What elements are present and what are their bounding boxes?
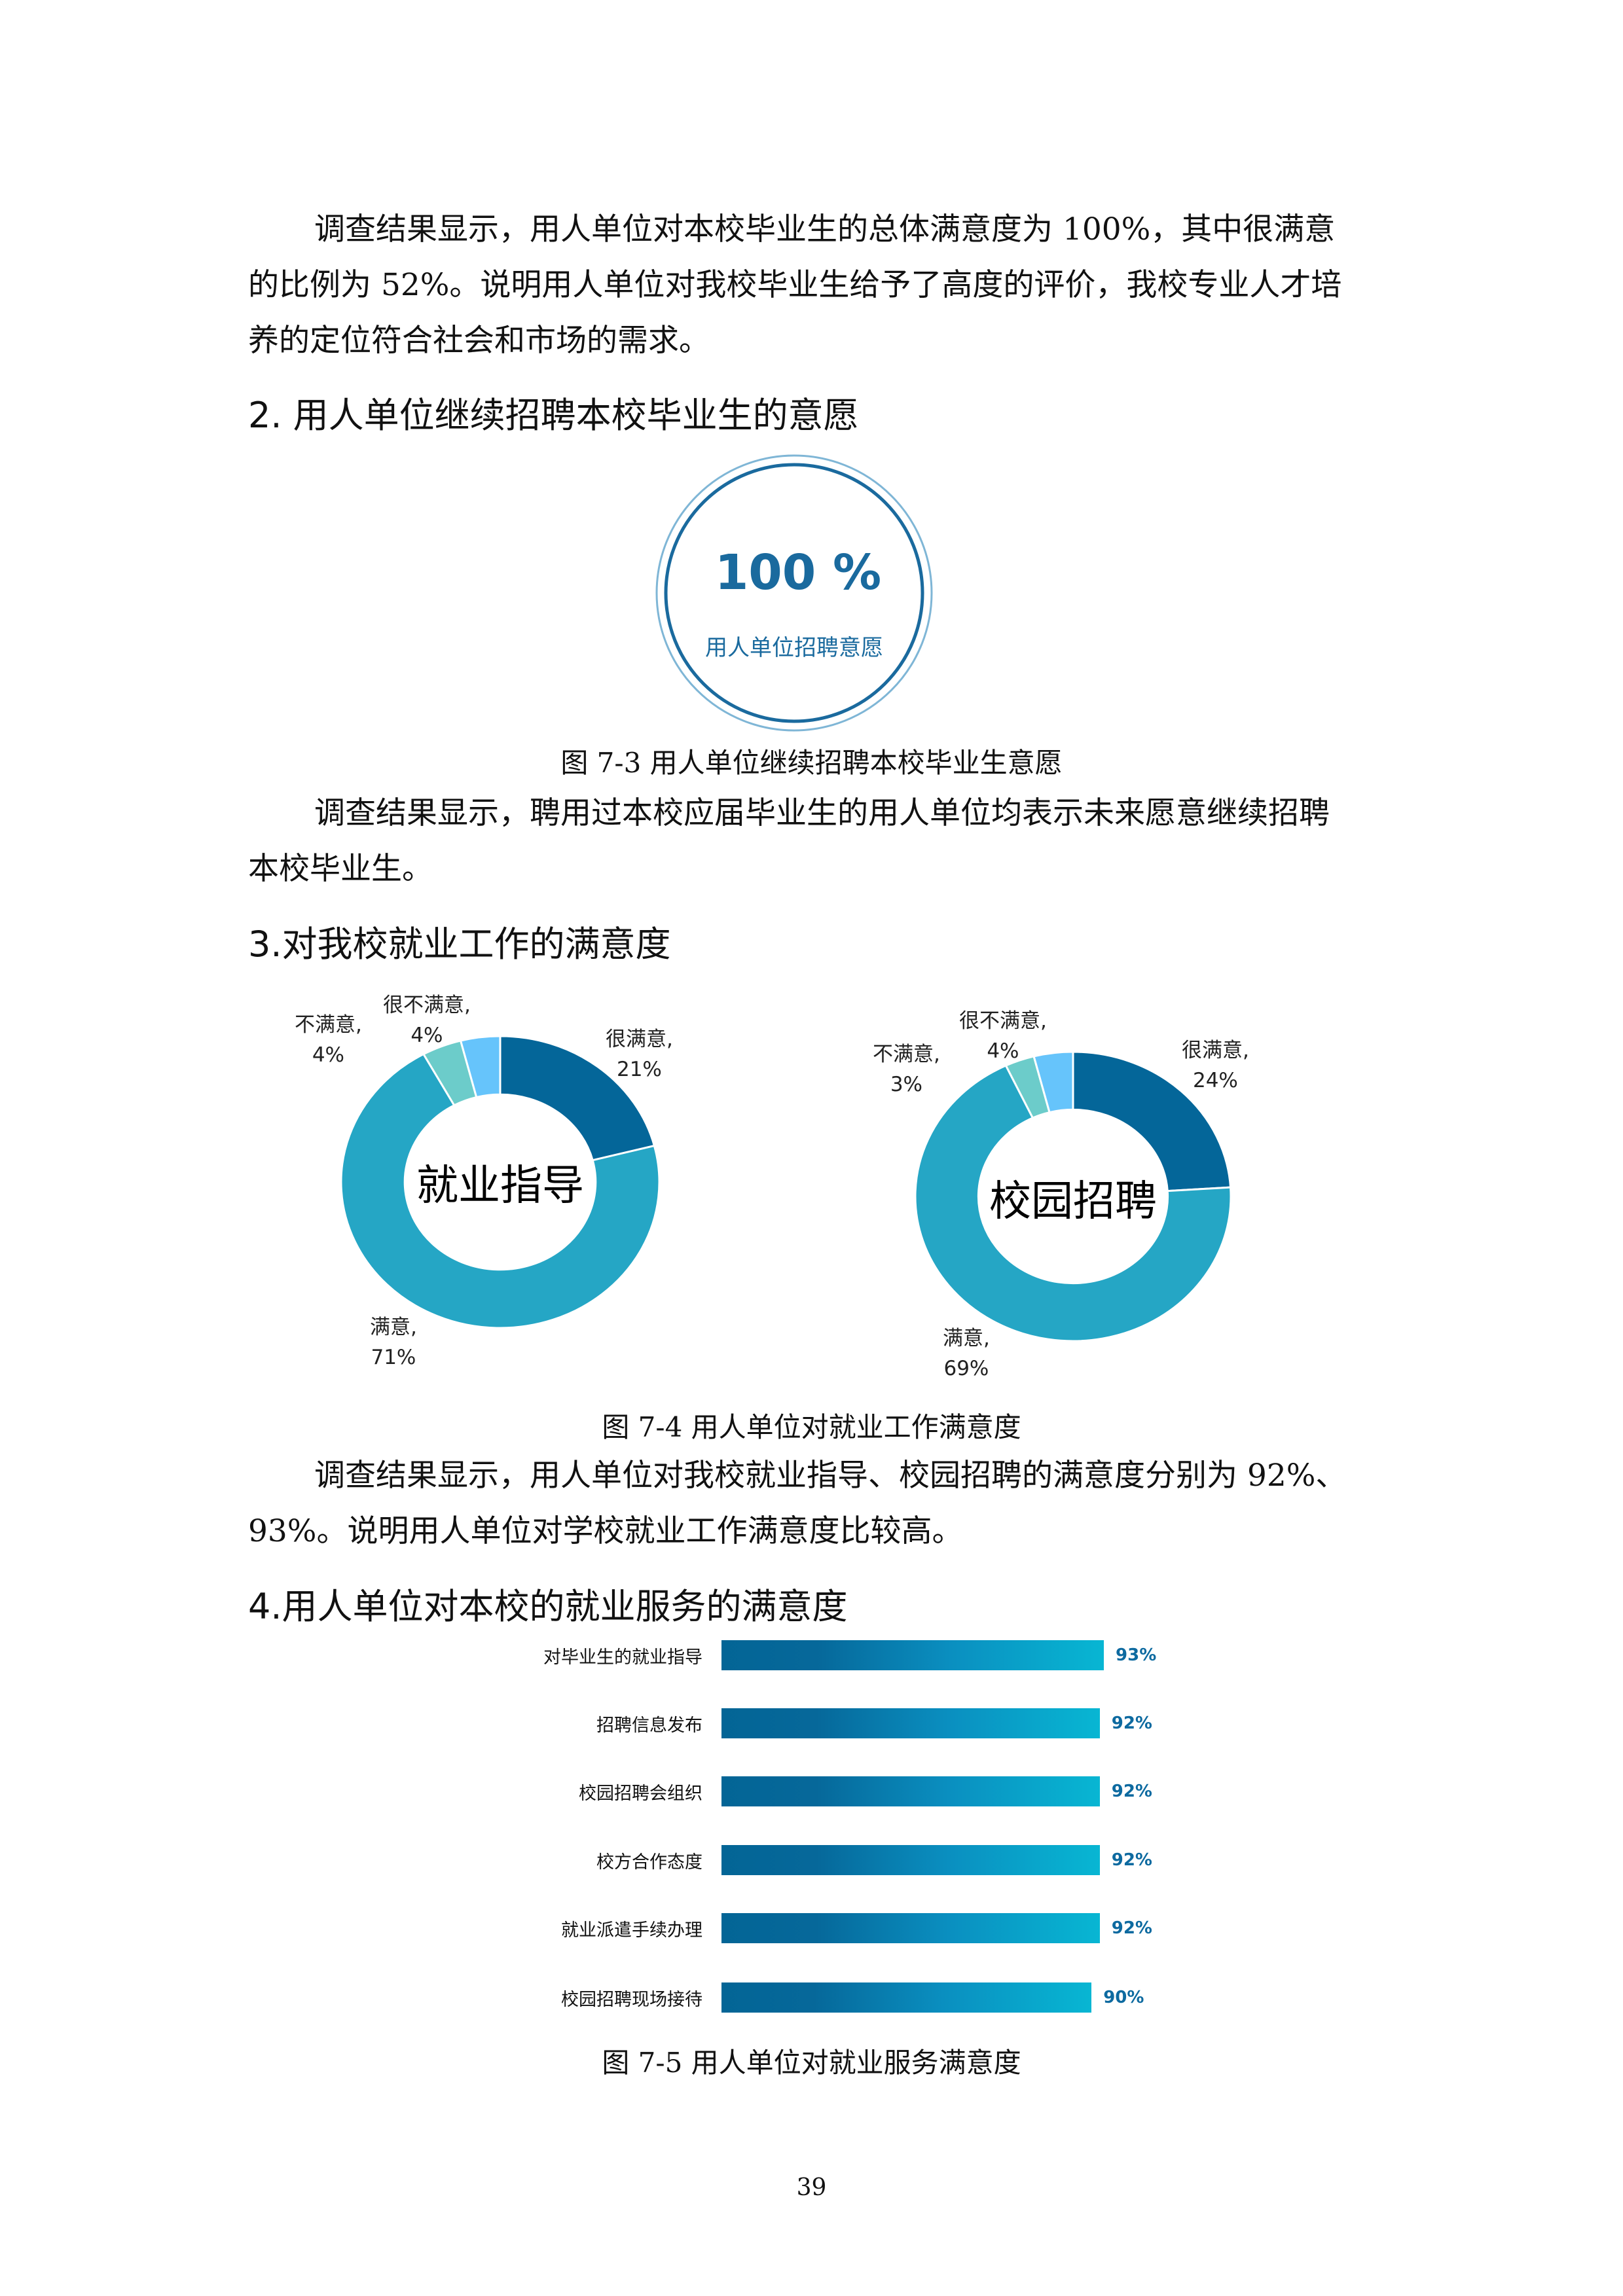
bar [721,1845,1100,1875]
donut-slice-很不满意 [1032,1050,1074,1114]
text-line: 调查结果显示，聘用过本校应届毕业生的用人单位均表示未来愿意继续招聘 [314,795,1330,831]
paragraph-employment-work: 调查结果显示，用人单位对我校就业指导、校园招聘的满意度分别为 92%、 93%。… [248,1448,1391,1559]
bar [721,1640,1104,1670]
paragraph-overall-satisfaction: 调查结果显示，用人单位对本校毕业生的总体满意度为 100%，其中很满意 的比例为… [248,202,1391,368]
donut-center-title: 校园招聘 [989,1177,1157,1226]
donut-label-dissatisfied: 不满意, 4% [295,1013,362,1067]
text-line: 调查结果显示，用人单位对我校就业指导、校园招聘的满意度分别为 92%、 [314,1458,1347,1494]
bar-row: 招聘信息发布 92% [0,1708,1623,1738]
section-heading-2: 2. 用人单位继续招聘本校毕业生的意愿 [248,395,859,436]
donut-label-very-satisfied: 很满意, 21% [606,1028,673,1081]
bar [721,1982,1092,2013]
bar-row: 对毕业生的就业指导 93% [0,1640,1623,1670]
donut-label-very-satisfied: 很满意, 24% [1182,1039,1249,1092]
bar-category-label: 校园招聘现场接待 [561,1990,702,2010]
badge-value: 100 % [714,545,882,601]
bar [721,1776,1100,1806]
donut-slice-满意 [914,1064,1232,1342]
section-heading-4: 4.用人单位对本校的就业服务的满意度 [248,1586,848,1627]
donut-label-very-dissatisfied: 很不满意, 4% [959,1009,1047,1063]
paragraph-recruit-willingness: 调查结果显示，聘用过本校应届毕业生的用人单位均表示未来愿意继续招聘 本校毕业生。 [248,785,1391,897]
text-line: 的比例为 52%。说明用人单位对我校毕业生给予了高度的评价，我校专业人才培 [248,267,1342,303]
bar-value-label: 93% [1116,1645,1157,1665]
donut-slice-满意 [340,1052,661,1329]
bar-category-label: 校方合作态度 [596,1852,702,1873]
bar-value-label: 92% [1111,1782,1152,1801]
donut-center-title: 就业指导 [416,1162,584,1210]
bar-category-label: 招聘信息发布 [596,1715,702,1736]
recruit-willingness-badge: 100 % 用人单位招聘意愿 [654,453,934,733]
donut-label-satisfied: 满意, 69% [943,1327,990,1380]
badge-label: 用人单位招聘意愿 [705,635,883,661]
text-line: 本校毕业生。 [248,851,433,887]
donut-label-dissatisfied: 不满意, 3% [873,1043,940,1096]
bar-value-label: 92% [1111,1918,1152,1938]
figure-caption-7-3: 图 7-3 用人单位继续招聘本校毕业生意愿 [560,747,1063,779]
bar-row: 校园招聘会组织 92% [0,1776,1623,1806]
badge-ring-icon [655,454,933,732]
donut-slice-很满意 [499,1035,656,1162]
donut-label-satisfied: 满意, 71% [370,1316,417,1369]
bar-value-label: 90% [1103,1988,1144,2007]
bar-value-label: 92% [1111,1713,1152,1733]
bar-category-label: 校园招聘会组织 [579,1784,702,1804]
bar [721,1708,1100,1738]
section-heading-3: 3.对我校就业工作的满意度 [248,924,671,965]
bar [721,1913,1100,1943]
bar-category-label: 就业派遣手续办理 [561,1920,702,1941]
bar-value-label: 92% [1111,1850,1152,1870]
donut-slice-很满意 [1072,1050,1232,1193]
bar-row: 校方合作态度 92% [0,1845,1623,1875]
donut-slice-很不满意 [459,1035,501,1099]
text-line: 养的定位符合社会和市场的需求。 [248,323,710,359]
figure-caption-7-4: 图 7-4 用人单位对就业工作满意度 [602,1411,1021,1443]
figure-caption-7-5: 图 7-5 用人单位对就业服务满意度 [602,2047,1021,2079]
bar-category-label: 对毕业生的就业指导 [543,1647,702,1668]
bar-row: 就业派遣手续办理 92% [0,1913,1623,1943]
text-line: 调查结果显示，用人单位对本校毕业生的总体满意度为 100%，其中很满意 [314,211,1336,247]
donut-label-very-dissatisfied: 很不满意, 4% [383,994,471,1047]
bar-row: 校园招聘现场接待 90% [0,1982,1623,2013]
text-line: 93%。说明用人单位对学校就业工作满意度比较高。 [248,1513,963,1549]
page-number: 39 [796,2174,827,2201]
